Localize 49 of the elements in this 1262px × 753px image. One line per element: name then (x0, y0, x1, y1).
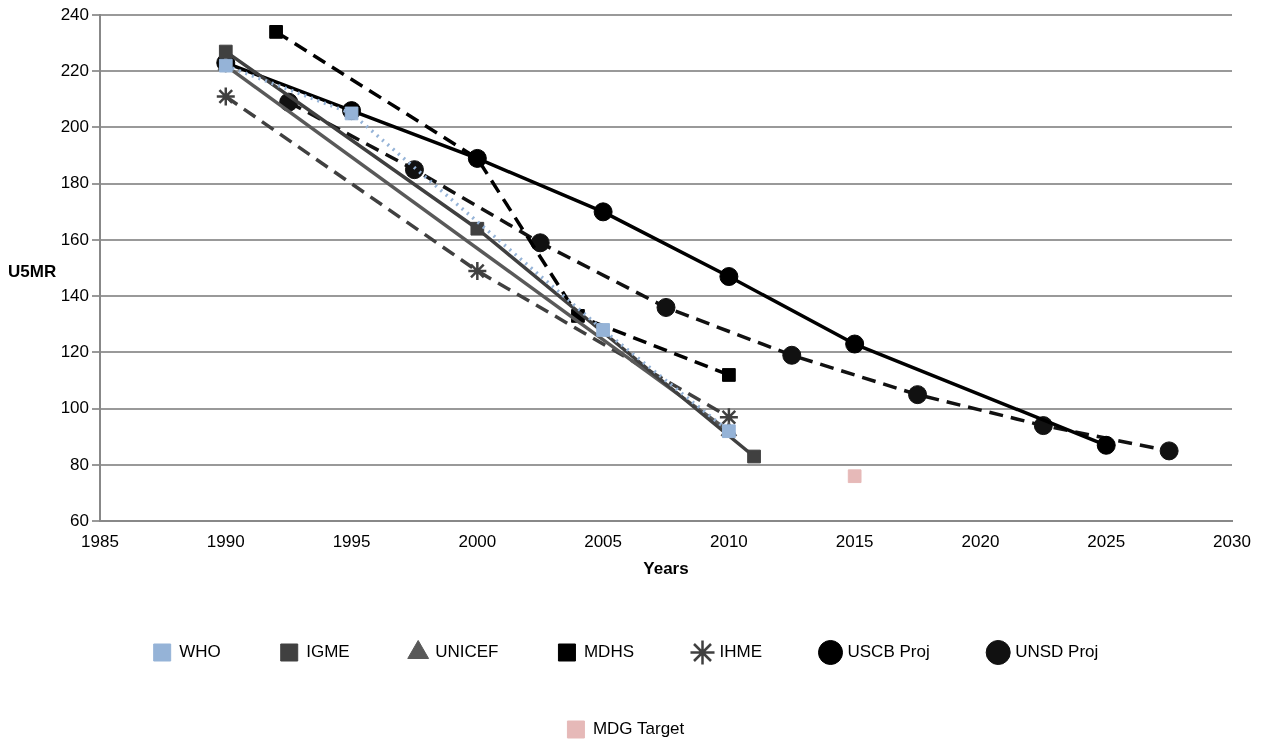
y-tick-label: 200 (60, 117, 89, 137)
y-tick-label: 160 (60, 229, 89, 249)
legend-label: WHO (179, 642, 221, 662)
x-axis-title: Years (643, 559, 689, 579)
x-tick-label: 2030 (1213, 532, 1251, 552)
y-tick-label: 220 (60, 60, 89, 80)
legend-label: USCB Proj (847, 642, 930, 662)
point (404, 160, 424, 180)
x-tick-label: 2005 (584, 532, 623, 552)
legend-label: UNICEF (435, 642, 499, 662)
y-tick-label: 100 (60, 398, 89, 418)
point (530, 233, 550, 253)
legend-label: UNSD Proj (1015, 642, 1099, 662)
y-tick-label: 80 (70, 454, 89, 474)
point (596, 323, 610, 337)
point (467, 260, 488, 282)
point (470, 221, 485, 236)
legend-label: IHME (719, 642, 763, 662)
point (593, 202, 613, 222)
x-tick-label: 1990 (206, 532, 245, 552)
point (1096, 435, 1116, 455)
x-tick-label: 2000 (458, 532, 497, 552)
point (782, 345, 802, 365)
point (215, 86, 237, 107)
point (719, 267, 739, 287)
y-axis-title: U5MR (8, 262, 57, 282)
y-tick-label: 180 (60, 173, 89, 193)
x-tick-label: 2025 (1087, 532, 1126, 552)
x-tick-label: 1985 (81, 532, 119, 552)
x-tick-label: 2010 (709, 532, 748, 552)
point (1159, 441, 1179, 461)
x-tick-label: 1995 (332, 532, 371, 552)
point (722, 368, 736, 382)
x-tick-label: 2015 (835, 532, 874, 552)
legend-label: MDG Target (592, 719, 685, 739)
point (845, 334, 865, 354)
point (656, 297, 676, 317)
legend-label: MDHS (583, 642, 635, 662)
y-tick-label: 140 (60, 285, 89, 305)
point (747, 449, 761, 464)
point (847, 469, 862, 484)
y-tick-label: 120 (60, 342, 89, 362)
y-tick-label: 60 (70, 510, 89, 530)
x-tick-label: 2020 (961, 532, 1000, 552)
point (908, 385, 928, 405)
point (218, 44, 233, 59)
point (269, 25, 283, 39)
legend-label: IGME (306, 642, 350, 662)
y-tick-label: 240 (60, 4, 89, 24)
